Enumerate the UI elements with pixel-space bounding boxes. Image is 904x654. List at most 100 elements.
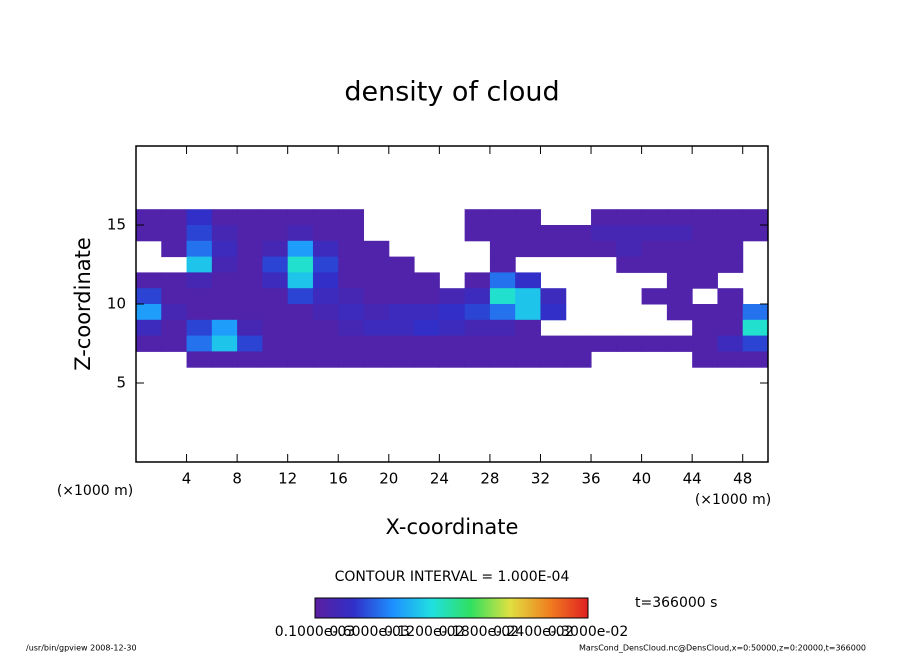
colorbar-label: 0.1000e-03: [275, 624, 355, 640]
field-cell: [717, 225, 744, 242]
field-cell: [616, 256, 643, 273]
field-cell: [666, 209, 693, 226]
colorbar: [314, 597, 589, 619]
field-cell: [186, 351, 213, 368]
field-cell: [262, 225, 289, 242]
field-cell: [464, 288, 491, 305]
field-cell: [136, 288, 162, 305]
y-tick-label: 10: [107, 295, 126, 313]
field-cell: [136, 335, 162, 352]
field-cell: [186, 256, 213, 273]
field-cell: [186, 272, 213, 289]
field-cell: [666, 335, 693, 352]
y-axis-label: Z-coordinate: [71, 237, 95, 371]
field-cell: [363, 256, 390, 273]
field-cell: [262, 335, 289, 352]
field-cell: [211, 335, 238, 352]
x-tick-label: 28: [480, 470, 499, 488]
field-cell: [641, 209, 668, 226]
x-tick-label: 8: [232, 470, 242, 488]
field-cell: [414, 304, 440, 321]
field-cell: [338, 209, 365, 226]
field-cell: [211, 272, 238, 289]
field-cell: [616, 335, 643, 352]
field-cell: [237, 272, 263, 289]
field-cell: [161, 319, 188, 337]
field-cell: [237, 335, 263, 352]
field-cell: [641, 225, 668, 242]
field-cell: [338, 288, 365, 305]
field-cell: [211, 240, 238, 258]
field-cell: [237, 240, 263, 258]
field-cell: [515, 335, 541, 352]
field-cell: [439, 319, 466, 337]
field-cell: [692, 225, 718, 242]
field-cell: [161, 304, 188, 321]
field-cell: [161, 272, 188, 289]
field-cell: [136, 319, 162, 337]
field-cell: [464, 209, 491, 226]
field-cell: [211, 351, 238, 368]
colorbar-label: 0.3000e-02: [548, 624, 628, 640]
field-cell: [565, 225, 592, 242]
field-cell: [742, 319, 769, 337]
field-cell: [641, 335, 668, 352]
field-cell: [489, 351, 516, 368]
field-cell: [287, 209, 314, 226]
field-cell: [692, 209, 718, 226]
field-cell: [489, 256, 516, 273]
field-cell: [591, 209, 617, 226]
field-cell: [262, 272, 289, 289]
field-cell: [692, 319, 718, 337]
x-tick-label: 16: [329, 470, 348, 488]
field-cell: [717, 304, 744, 321]
field-cell: [666, 304, 693, 321]
field-cell: [262, 319, 289, 337]
field-cell: [464, 272, 491, 289]
y-tick-label: 5: [116, 374, 126, 392]
colorbar-label: 0.1800e-02: [439, 624, 519, 640]
field-cell: [540, 351, 567, 368]
field-cell: [439, 304, 466, 321]
field-cell: [161, 225, 188, 242]
field-cell: [338, 256, 365, 273]
field-cell: [161, 335, 188, 352]
field-cell: [312, 240, 339, 258]
contour-note: CONTOUR INTERVAL = 1.000E-04: [335, 569, 570, 585]
field-cell: [388, 256, 415, 273]
x-tick-label: 12: [278, 470, 297, 488]
field-cell: [591, 335, 617, 352]
field-cell: [641, 288, 668, 305]
field-cell: [237, 256, 263, 273]
field-cell: [186, 288, 213, 305]
field-cell: [666, 272, 693, 289]
field-cell: [717, 240, 744, 258]
field-cell: [414, 319, 440, 337]
y-unit: (×1000 m): [57, 483, 133, 499]
field-cell: [489, 335, 516, 352]
field-cell: [692, 256, 718, 273]
field-cell: [262, 288, 289, 305]
field-cell: [338, 240, 365, 258]
field-cell: [237, 351, 263, 368]
field-cell: [211, 304, 238, 321]
field-cell: [363, 272, 390, 289]
field-cell: [287, 272, 314, 289]
colorbar-label: 0.1200e-02: [384, 624, 464, 640]
field-cell: [211, 225, 238, 242]
field-cell: [136, 225, 162, 242]
y-tick-label: 15: [107, 216, 126, 234]
field-cell: [540, 225, 567, 242]
field-cell: [262, 240, 289, 258]
field-cell: [414, 288, 440, 305]
x-tick-label: 20: [379, 470, 398, 488]
field-cell: [641, 240, 668, 258]
field-cell: [616, 225, 643, 242]
field-cell: [540, 335, 567, 352]
field-cell: [591, 240, 617, 258]
field-cell: [515, 240, 541, 258]
field-cell: [237, 225, 263, 242]
field-cell: [641, 256, 668, 273]
field-cell: [414, 351, 440, 368]
